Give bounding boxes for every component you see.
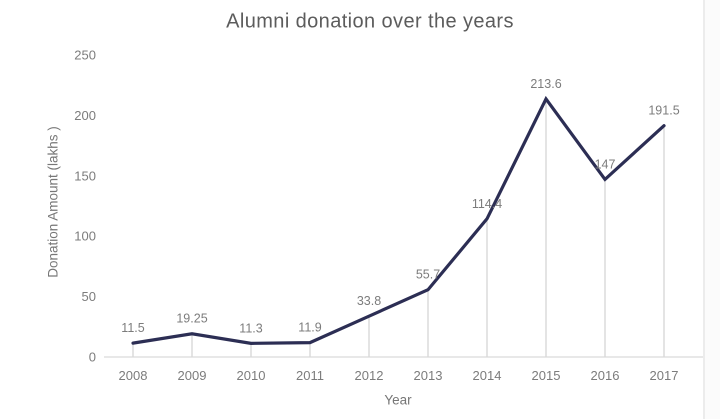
data-point-label: 11.9: [298, 321, 321, 335]
y-tick-label: 100: [74, 229, 96, 244]
data-point-label: 11.3: [239, 321, 262, 335]
x-tick-label: 2011: [296, 368, 324, 383]
y-tick-label: 150: [74, 168, 96, 183]
chart-title: Alumni donation over the years: [226, 10, 514, 33]
data-point-label: 213.6: [530, 77, 561, 91]
trend-line: [131, 95, 666, 345]
data-point-label: 11.5: [121, 321, 144, 335]
y-tick-label: 250: [74, 48, 96, 63]
data-point-label: 55.7: [416, 268, 440, 282]
data-point-label: 33.8: [357, 294, 381, 308]
x-tick-label: 2016: [591, 368, 620, 383]
y-tick-label: 0: [89, 350, 96, 365]
x-tick-label: 2009: [178, 368, 207, 383]
y-tick-label: 200: [74, 108, 96, 123]
data-point-label: 19.25: [176, 312, 207, 326]
x-tick-label: 2014: [473, 368, 502, 383]
slide-edge-divider: [703, 0, 705, 419]
slide-right-gutter: [705, 0, 720, 419]
y-tick-label: 50: [82, 289, 96, 304]
x-tick-label: 2015: [532, 368, 561, 383]
x-tick-label: 2012: [355, 368, 384, 383]
x-tick-label: 2013: [414, 368, 443, 383]
x-axis-title: Year: [384, 392, 412, 408]
data-point-label: 191.5: [648, 104, 679, 118]
data-point-label: 147: [595, 157, 616, 171]
x-tick-label: 2010: [237, 368, 266, 383]
x-tick-label: 2017: [650, 368, 679, 383]
x-tick-label: 2008: [119, 368, 148, 383]
data-point-label: 114.4: [472, 197, 502, 211]
